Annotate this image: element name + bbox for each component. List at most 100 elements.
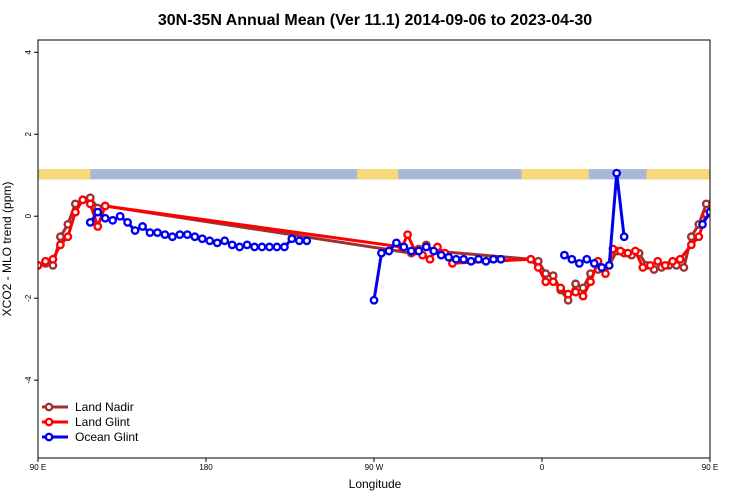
- data-point: [660, 260, 670, 270]
- data-point: [466, 256, 476, 266]
- data-point: [567, 254, 577, 264]
- data-point: [175, 230, 185, 240]
- data-point: [582, 254, 592, 264]
- data-point: [589, 258, 599, 268]
- data-point: [123, 217, 133, 227]
- data-point: [638, 263, 648, 272]
- data-point: [403, 230, 412, 240]
- data-point: [38, 260, 43, 270]
- data-point: [451, 254, 461, 264]
- data-point: [63, 232, 73, 242]
- data-point: [294, 236, 304, 246]
- series-line: [38, 198, 710, 298]
- data-point: [709, 197, 710, 203]
- data-point: [212, 238, 222, 248]
- data-point: [220, 236, 230, 246]
- y-tick-label: -2: [24, 294, 33, 302]
- data-point: [93, 222, 103, 231]
- data-point: [425, 254, 435, 264]
- data-point: [604, 260, 614, 270]
- data-point: [725, 223, 731, 229]
- data-point: [429, 246, 439, 256]
- data-point: [737, 221, 743, 227]
- data-point: [679, 263, 689, 272]
- legend-label: Land Nadir: [75, 400, 134, 414]
- data-point: [701, 199, 710, 209]
- land-segment: [357, 169, 399, 180]
- data-point: [714, 217, 720, 223]
- data-point: [48, 254, 58, 264]
- data-point: [630, 246, 640, 256]
- data-point: [645, 260, 655, 270]
- data-point: [85, 217, 95, 227]
- land-segment: [521, 169, 589, 180]
- data-point: [729, 215, 735, 221]
- data-point: [556, 283, 566, 293]
- data-point: [526, 254, 536, 264]
- data-point: [459, 254, 468, 264]
- data-point: [548, 277, 558, 287]
- data-point: [153, 228, 162, 238]
- data-point: [444, 252, 454, 262]
- axes: 4 2 0 -2 -4 90 E 180 90 W 0 90 E: [24, 50, 718, 472]
- data-point: [257, 242, 267, 252]
- data-point: [227, 240, 237, 250]
- data-point: [190, 232, 200, 242]
- data-point: [725, 205, 731, 211]
- x-tick-label: 90 E: [30, 463, 46, 472]
- data-point: [160, 230, 170, 240]
- data-point: [586, 277, 595, 287]
- data-point: [287, 234, 297, 244]
- data-point: [100, 213, 110, 223]
- data-point: [686, 240, 696, 250]
- data-point: [182, 230, 192, 240]
- data-point: [733, 203, 739, 209]
- y-axis-label: XCO2 - MLO trend (ppm): [0, 182, 14, 317]
- data-point: [675, 254, 685, 264]
- data-point: [279, 242, 289, 252]
- legend-label: Land Glint: [75, 415, 130, 429]
- data-point: [85, 199, 95, 209]
- data-point: [694, 232, 704, 242]
- y-tick-label: -4: [24, 376, 33, 384]
- legend-marker: [44, 402, 54, 412]
- data-point: [399, 242, 409, 252]
- data-point: [496, 254, 506, 264]
- data-point: [698, 220, 707, 229]
- data-point: [474, 254, 483, 264]
- data-point: [541, 277, 551, 287]
- land-segment: [38, 169, 91, 180]
- legend-marker: [44, 432, 54, 442]
- data-point: [100, 201, 110, 211]
- data-point: [686, 232, 696, 242]
- data-point: [436, 250, 446, 260]
- data-point: [250, 242, 259, 252]
- legend-marker: [44, 417, 54, 427]
- data-point: [612, 168, 622, 178]
- data-point: [377, 248, 386, 258]
- data-point: [70, 207, 80, 217]
- data-point: [41, 256, 50, 266]
- data-point: [489, 254, 498, 264]
- data-point: [481, 256, 491, 266]
- data-point: [574, 258, 584, 268]
- data-point: [718, 195, 724, 201]
- data-point: [597, 263, 607, 272]
- data-point: [571, 279, 580, 289]
- data-point: [56, 240, 65, 250]
- data-point: [391, 238, 401, 248]
- data-point: [145, 228, 155, 238]
- y-tick-label: 2: [24, 131, 33, 136]
- data-point: [205, 236, 215, 246]
- data-point: [578, 291, 588, 301]
- data-point: [115, 211, 125, 221]
- data-point: [533, 263, 543, 272]
- data-point: [302, 236, 312, 246]
- data-point: [722, 221, 728, 227]
- data-point: [93, 207, 103, 217]
- data-point: [623, 248, 633, 258]
- y-tick-label: 4: [24, 50, 33, 55]
- data-point: [709, 197, 710, 203]
- data-point: [78, 195, 88, 205]
